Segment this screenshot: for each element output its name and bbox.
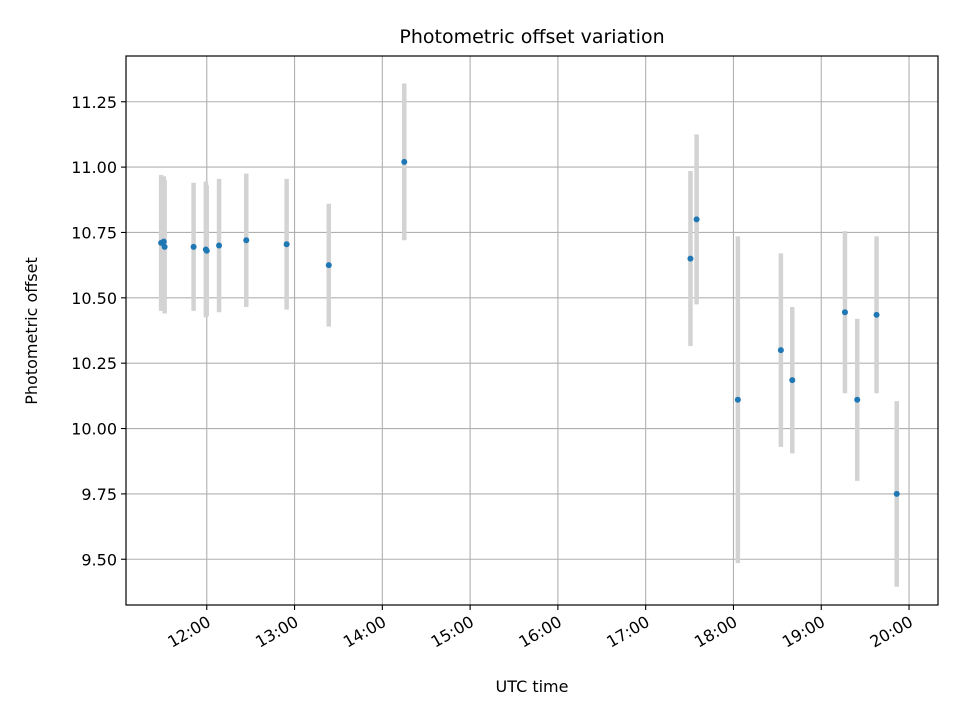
- x-tick-label: 19:00: [779, 612, 828, 652]
- data-points: [158, 158, 900, 497]
- y-tick-label: 11.00: [71, 158, 117, 177]
- plot-frame: [125, 55, 939, 606]
- x-tick-label: 14:00: [340, 612, 389, 652]
- x-tick-label: 15:00: [428, 612, 477, 652]
- y-tick-label: 11.25: [71, 93, 117, 112]
- data-point: [841, 309, 848, 316]
- grid-lines: [126, 56, 938, 605]
- y-tick-label: 9.50: [81, 550, 117, 569]
- y-axis-label: Photometric offset: [22, 257, 41, 405]
- x-axis-label: UTC time: [496, 677, 569, 696]
- x-tick-label: 12:00: [164, 612, 213, 652]
- error-bars: [158, 83, 899, 587]
- data-point: [687, 255, 694, 262]
- data-point: [216, 242, 223, 249]
- data-point: [893, 490, 900, 497]
- data-point: [734, 396, 741, 403]
- x-tick-label: 17:00: [603, 612, 652, 652]
- y-tick-label: 9.75: [81, 485, 117, 504]
- data-point: [325, 262, 332, 269]
- data-point: [777, 347, 784, 354]
- x-tick-label: 16:00: [515, 612, 564, 652]
- data-point: [160, 238, 167, 245]
- data-point: [854, 396, 861, 403]
- chart-title: Photometric offset variation: [399, 26, 664, 48]
- data-point: [693, 216, 700, 223]
- data-point: [873, 311, 880, 318]
- y-tick-label: 10.00: [71, 420, 117, 439]
- y-tick-label: 10.25: [71, 354, 117, 373]
- data-point: [190, 243, 197, 250]
- x-axis-ticks: 12:00 13:00 14:00 15:00 16:00 17:00 18:00 19:00…: [164, 605, 916, 652]
- data-point: [789, 377, 796, 384]
- x-tick-label: 18:00: [691, 612, 740, 652]
- y-tick-label: 10.50: [71, 289, 117, 308]
- x-tick-label: 20:00: [867, 612, 916, 652]
- data-point: [401, 158, 408, 165]
- x-tick-label: 13:00: [252, 612, 301, 652]
- data-point: [243, 237, 250, 244]
- data-point: [161, 243, 168, 250]
- y-tick-label: 10.75: [71, 223, 117, 242]
- data-point: [283, 241, 290, 248]
- data-point: [203, 247, 210, 254]
- y-axis-ticks: 9.50 9.75 10.00 10.25 10.50 10.75 11.00 11.25: [71, 93, 126, 569]
